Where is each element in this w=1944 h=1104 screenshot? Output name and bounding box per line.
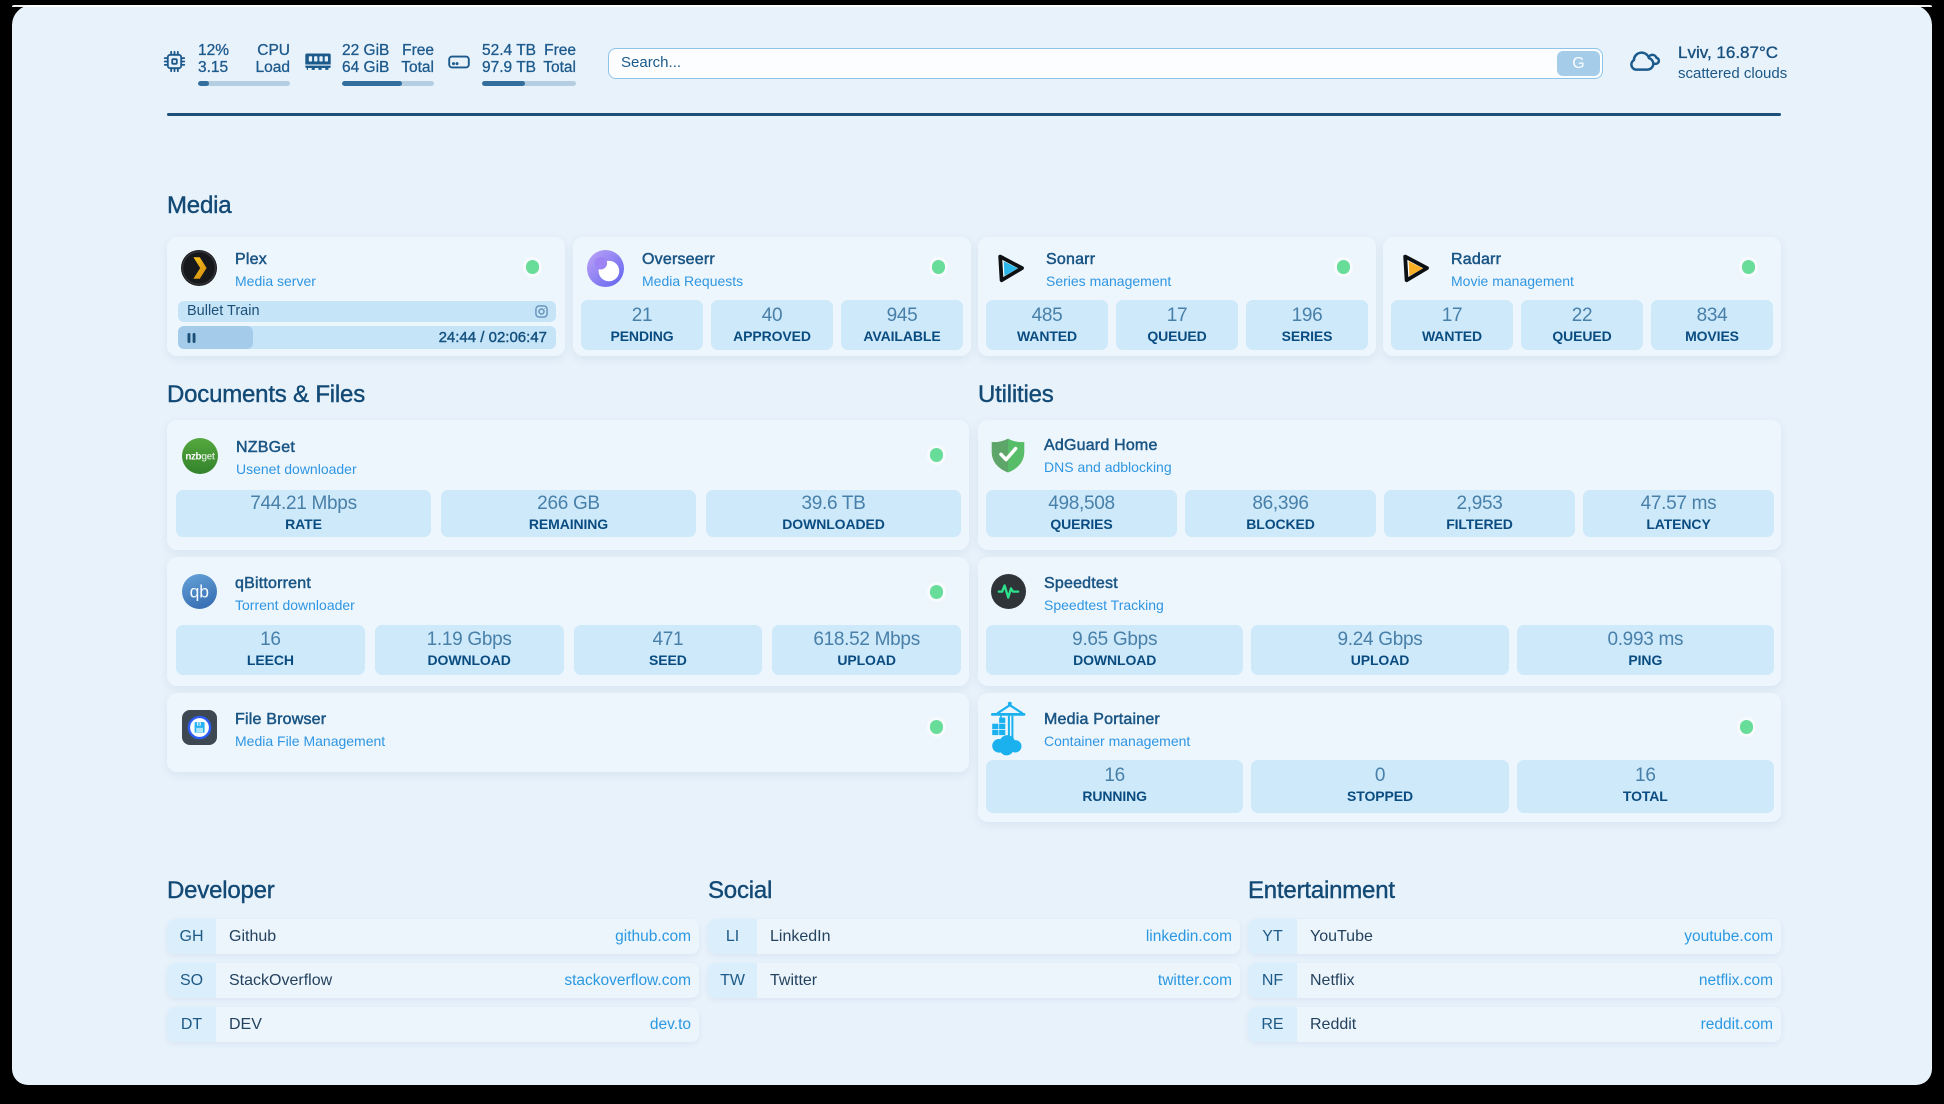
svg-text:nzbget: nzbget bbox=[185, 451, 215, 462]
svg-text:qb: qb bbox=[190, 581, 209, 601]
